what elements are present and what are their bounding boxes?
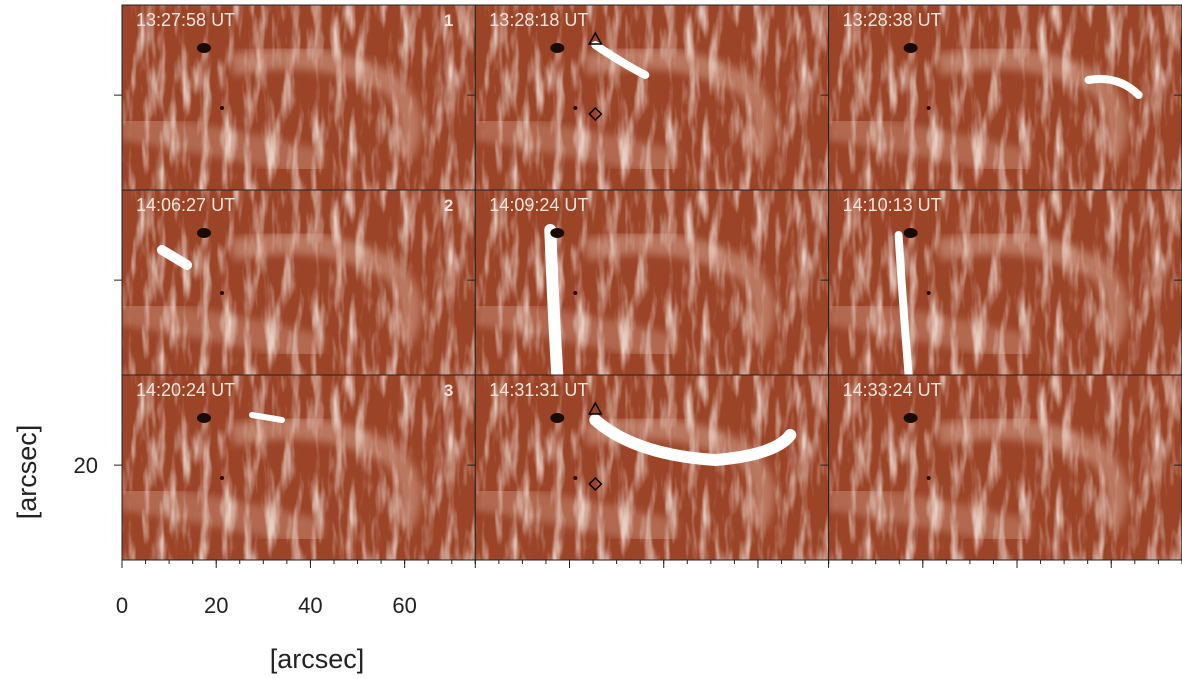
diamond-marker <box>588 476 603 492</box>
flare-brightening <box>544 224 564 375</box>
sunspot <box>550 413 565 423</box>
sunspot <box>903 228 918 238</box>
bright-arc <box>229 232 421 345</box>
sunspot <box>197 228 211 238</box>
triangle-marker <box>588 401 603 415</box>
panel-time: 14:09:24 UT <box>489 195 588 215</box>
pore <box>220 106 224 110</box>
panel-image <box>828 5 1182 190</box>
sunspot <box>550 43 565 53</box>
image-panel: 13:28:18 UT <box>474 4 830 191</box>
pore <box>926 106 931 110</box>
panel-image <box>475 375 829 560</box>
sunspot <box>197 413 211 423</box>
panel-number: 1 <box>444 11 453 30</box>
flare-brightening <box>1084 75 1143 99</box>
image-panel: 14:20:24 UT 3 <box>121 374 476 561</box>
bright-arc <box>475 480 679 550</box>
bright-arc <box>936 417 1128 530</box>
panel-image <box>475 5 829 190</box>
image-panel: 13:27:58 UT 1 <box>121 4 476 191</box>
bright-arc <box>229 47 421 160</box>
pore <box>220 291 224 295</box>
image-panel: 13:28:38 UT <box>828 4 1182 191</box>
bright-arc <box>582 232 775 345</box>
x-tick-label: 40 <box>298 593 322 618</box>
y-tick-label: 20 <box>74 453 98 478</box>
flare-brightening <box>249 412 285 423</box>
flare-brightening <box>591 41 650 79</box>
flare-brightening <box>157 245 192 270</box>
panel-time: 14:10:13 UT <box>843 195 942 215</box>
flare-brightening <box>589 414 797 467</box>
pore <box>573 291 578 295</box>
diamond-marker <box>588 106 603 122</box>
panel-image <box>475 190 829 375</box>
panel-image <box>122 375 475 560</box>
pore <box>573 106 578 110</box>
panel-time: 13:28:38 UT <box>843 10 942 30</box>
bright-arc <box>122 480 326 550</box>
flare-brightening <box>894 231 913 375</box>
x-tick-label: 60 <box>392 593 416 618</box>
panel-number: 2 <box>444 196 453 215</box>
pore <box>926 291 931 295</box>
bright-arc <box>475 295 679 365</box>
bright-arc <box>475 110 679 180</box>
panel-number: 3 <box>444 381 453 400</box>
pore <box>573 476 578 480</box>
panel-time: 14:20:24 UT <box>136 380 235 400</box>
bright-arc <box>828 110 1033 180</box>
panel-time: 13:27:58 UT <box>136 10 235 30</box>
bright-arc <box>936 232 1128 345</box>
triangle-marker <box>588 31 603 45</box>
x-axis-label: [arcsec] <box>270 644 365 674</box>
panel-image <box>828 190 1182 375</box>
image-panel: 14:06:27 UT 2 <box>121 189 476 376</box>
panel-time: 14:31:31 UT <box>489 380 588 400</box>
y-axis-label: [arcsec] <box>12 425 42 520</box>
bright-arc <box>229 417 421 530</box>
panel-time: 14:06:27 UT <box>136 195 235 215</box>
image-panel: 14:31:31 UT <box>474 374 830 561</box>
panel-time: 14:33:24 UT <box>843 380 942 400</box>
image-panel: 14:10:13 UT <box>828 189 1182 376</box>
bright-arc <box>582 47 775 160</box>
bright-arc <box>122 110 326 180</box>
panel-image <box>828 375 1182 560</box>
bright-arc <box>122 295 326 365</box>
panel-image <box>122 190 475 375</box>
pore <box>926 476 931 480</box>
pore <box>220 476 224 480</box>
sunspot <box>903 43 918 53</box>
bright-arc <box>828 480 1033 550</box>
sunspot <box>550 228 565 238</box>
panel-time: 13:28:18 UT <box>489 10 588 30</box>
bright-arc <box>828 295 1033 365</box>
x-tick-label: 0 <box>116 593 128 618</box>
image-panel: 14:09:24 UT <box>474 189 830 376</box>
panel-image <box>122 5 475 190</box>
sunspot <box>903 413 918 423</box>
image-panel: 14:33:24 UT <box>828 374 1182 561</box>
sunspot <box>197 43 211 53</box>
x-tick-label: 20 <box>204 593 228 618</box>
